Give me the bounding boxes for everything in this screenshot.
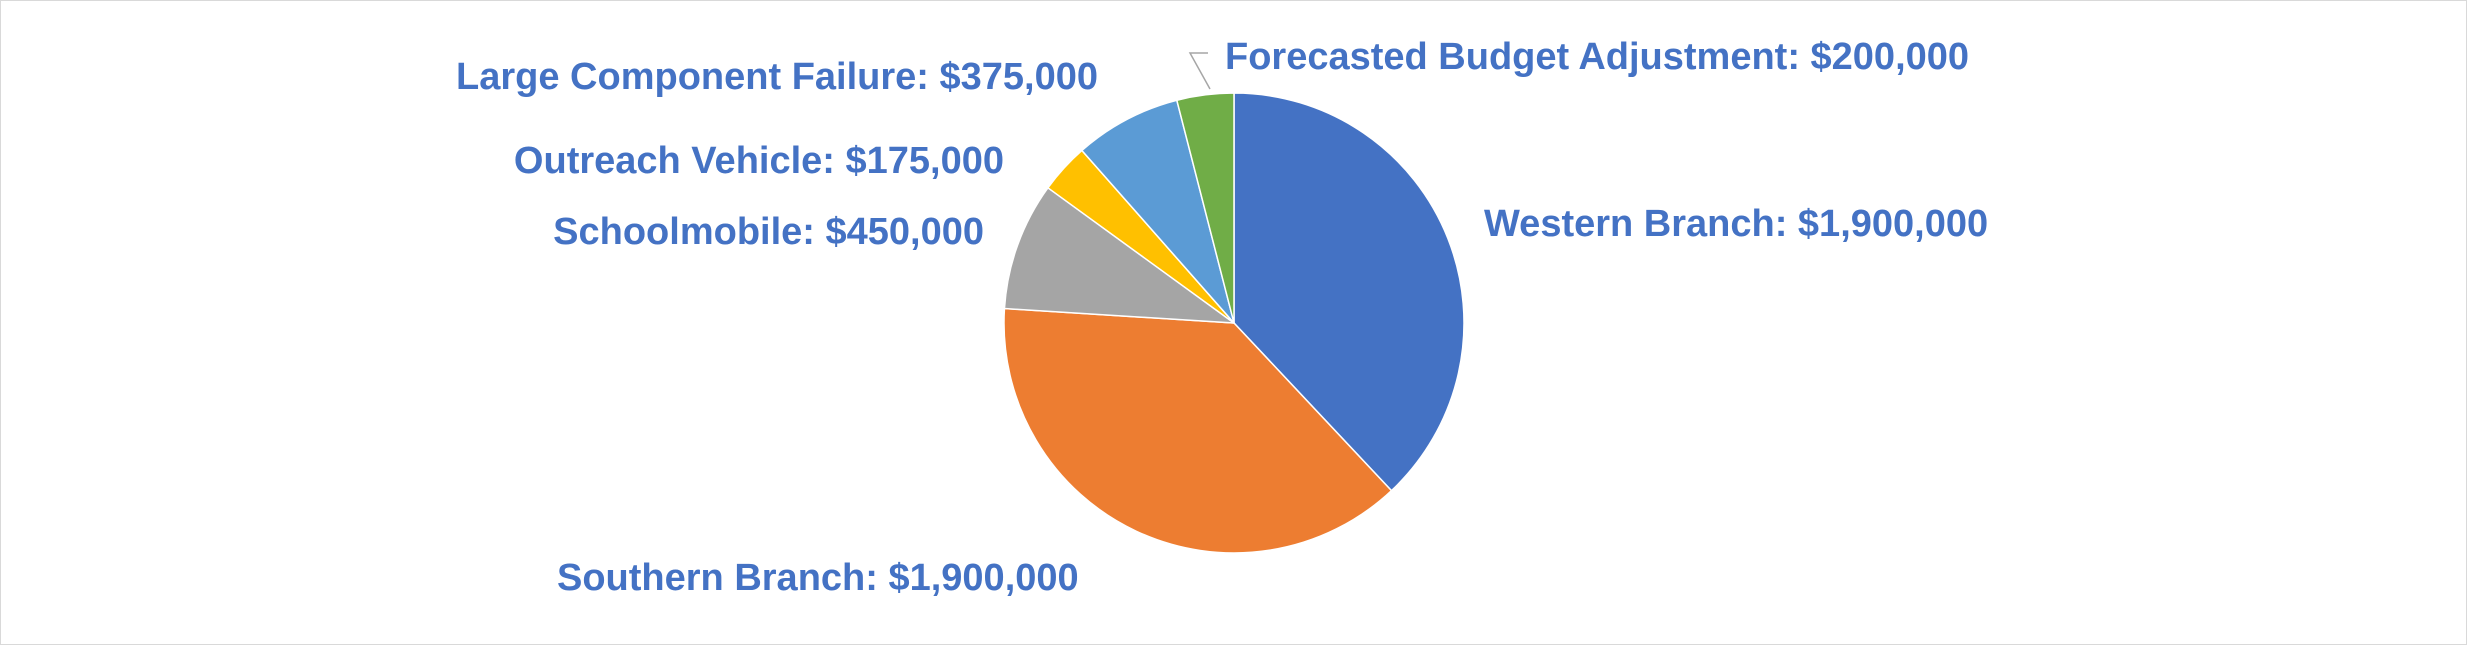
- data-label-schoolmobile: Schoolmobile: $450,000: [553, 211, 984, 253]
- pie-slices: [1003, 92, 1465, 554]
- pie-slice-large-component-failure: [1081, 99, 1235, 324]
- data-label-forecasted-budget-adjustment: Forecasted Budget Adjustment: $200,000: [1225, 36, 1969, 78]
- pie-slice-western-branch: [1233, 92, 1465, 492]
- pie-slice-schoolmobile: [1003, 187, 1235, 324]
- slice-labels: Western Branch: $1,900,000 Southern Branc…: [456, 36, 1988, 599]
- data-label-large-component-failure: Large Component Failure: $375,000: [456, 56, 1098, 98]
- pie-slice-southern-branch: [1003, 307, 1393, 554]
- data-label-southern-branch: Southern Branch: $1,900,000: [557, 557, 1079, 599]
- data-label-western-branch: Western Branch: $1,900,000: [1484, 203, 1988, 245]
- leader-line-forecasted-budget-adjustment: [1188, 52, 1211, 90]
- leader-lines: [1188, 52, 1211, 90]
- pie-slice-forecasted-budget-adjustment: [1176, 92, 1235, 324]
- data-label-outreach-vehicle: Outreach Vehicle: $175,000: [514, 140, 1004, 182]
